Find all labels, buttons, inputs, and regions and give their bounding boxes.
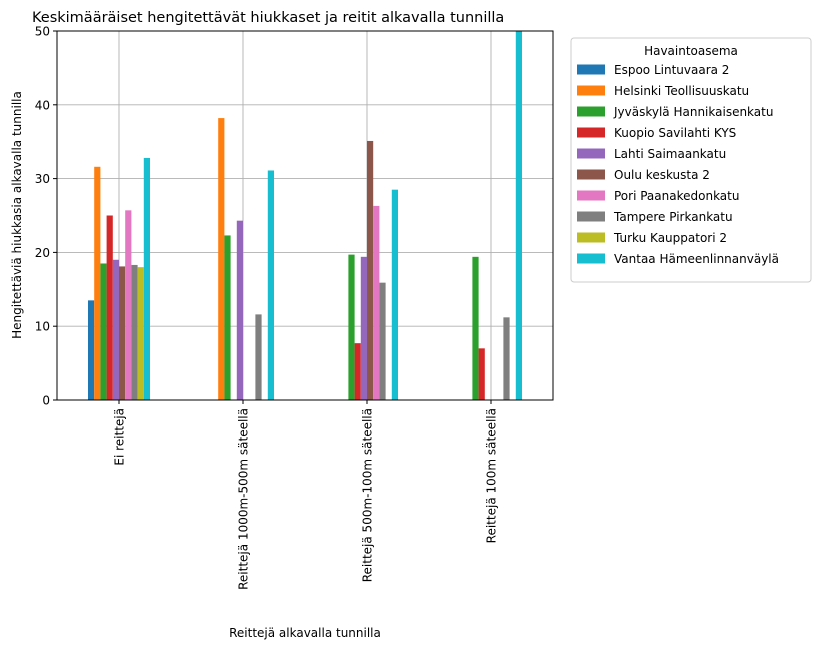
bar [267, 170, 274, 400]
bar [137, 267, 144, 400]
legend-swatch [577, 190, 605, 201]
legend-label: Jyväskylä Hannikaisenkatu [613, 105, 773, 119]
bar [119, 266, 126, 400]
bar [472, 256, 479, 400]
y-tick-label: 20 [35, 246, 50, 260]
legend-swatch [577, 148, 605, 159]
bar [218, 118, 225, 401]
legend-label: Helsinki Teollisuuskatu [614, 84, 749, 98]
y-tick-label: 30 [35, 172, 50, 186]
bar [143, 157, 150, 400]
y-tick-label: 10 [35, 320, 50, 334]
legend-swatch [577, 85, 605, 96]
legend-swatch [577, 232, 605, 243]
bar [106, 215, 113, 400]
bar [373, 205, 380, 400]
bar [515, 31, 522, 400]
legend: Havaintoasema Espoo Lintuvaara 2 Helsinki… [570, 37, 812, 283]
legend-label: Lahti Saimaankatu [614, 147, 726, 161]
legend-swatch [577, 253, 605, 264]
legend-box [570, 37, 812, 283]
chart-title: Keskimääräiset hengitettävät hiukkaset j… [32, 10, 504, 26]
legend-swatch [577, 106, 605, 117]
legend-items: Espoo Lintuvaara 2 Helsinki Teollisuuskat… [577, 63, 779, 266]
bar [503, 317, 510, 400]
bar [379, 282, 386, 400]
bar [100, 263, 107, 400]
bar [125, 210, 132, 400]
bar [360, 256, 367, 400]
plot-frame [56, 30, 554, 401]
legend-label: Vantaa Hämeenlinnanväylä [614, 252, 779, 266]
x-tick-label: Reittejä 100m säteellä [485, 408, 499, 543]
bar [112, 259, 119, 400]
x-tick-label: Reittejä 500m-100m säteellä [361, 408, 375, 582]
bar [94, 166, 101, 400]
legend-swatch [577, 64, 605, 75]
bar [131, 264, 138, 400]
legend-label: Pori Paanakedonkatu [614, 189, 739, 203]
legend-label: Espoo Lintuvaara 2 [614, 63, 729, 77]
y-tick-label: 50 [35, 25, 50, 39]
bar [236, 220, 243, 400]
bar [255, 314, 262, 400]
x-tick-label: Reittejä 1000m-500m säteellä [237, 408, 251, 590]
legend-title: Havaintoasema [644, 44, 738, 58]
x-axis-label: Reittejä alkavalla tunnilla [229, 626, 381, 640]
legend-label: Kuopio Savilahti KYS [614, 126, 736, 140]
bar [367, 140, 374, 400]
bar [88, 300, 95, 400]
y-axis-label: Hengitettäviä hiukkasia alkavalla tunnil… [10, 91, 24, 339]
x-tick-label: Ei reittejä [113, 408, 127, 466]
legend-swatch [577, 127, 605, 138]
axes: 0 10 20 30 40 50 Ei reittejä Reittejä 1000m-500… [35, 25, 499, 590]
bar [224, 235, 231, 400]
bars [88, 31, 522, 401]
legend-label: Turku Kauppatori 2 [613, 231, 727, 245]
bar [391, 189, 398, 400]
bar [478, 348, 485, 400]
bar [354, 343, 361, 400]
y-tick-label: 0 [42, 394, 50, 408]
bar [348, 254, 355, 400]
legend-swatch [577, 211, 605, 222]
legend-swatch [577, 169, 605, 180]
legend-label: Tampere Pirkankatu [613, 210, 733, 224]
legend-label: Oulu keskusta 2 [614, 168, 710, 182]
y-tick-label: 40 [35, 98, 50, 112]
